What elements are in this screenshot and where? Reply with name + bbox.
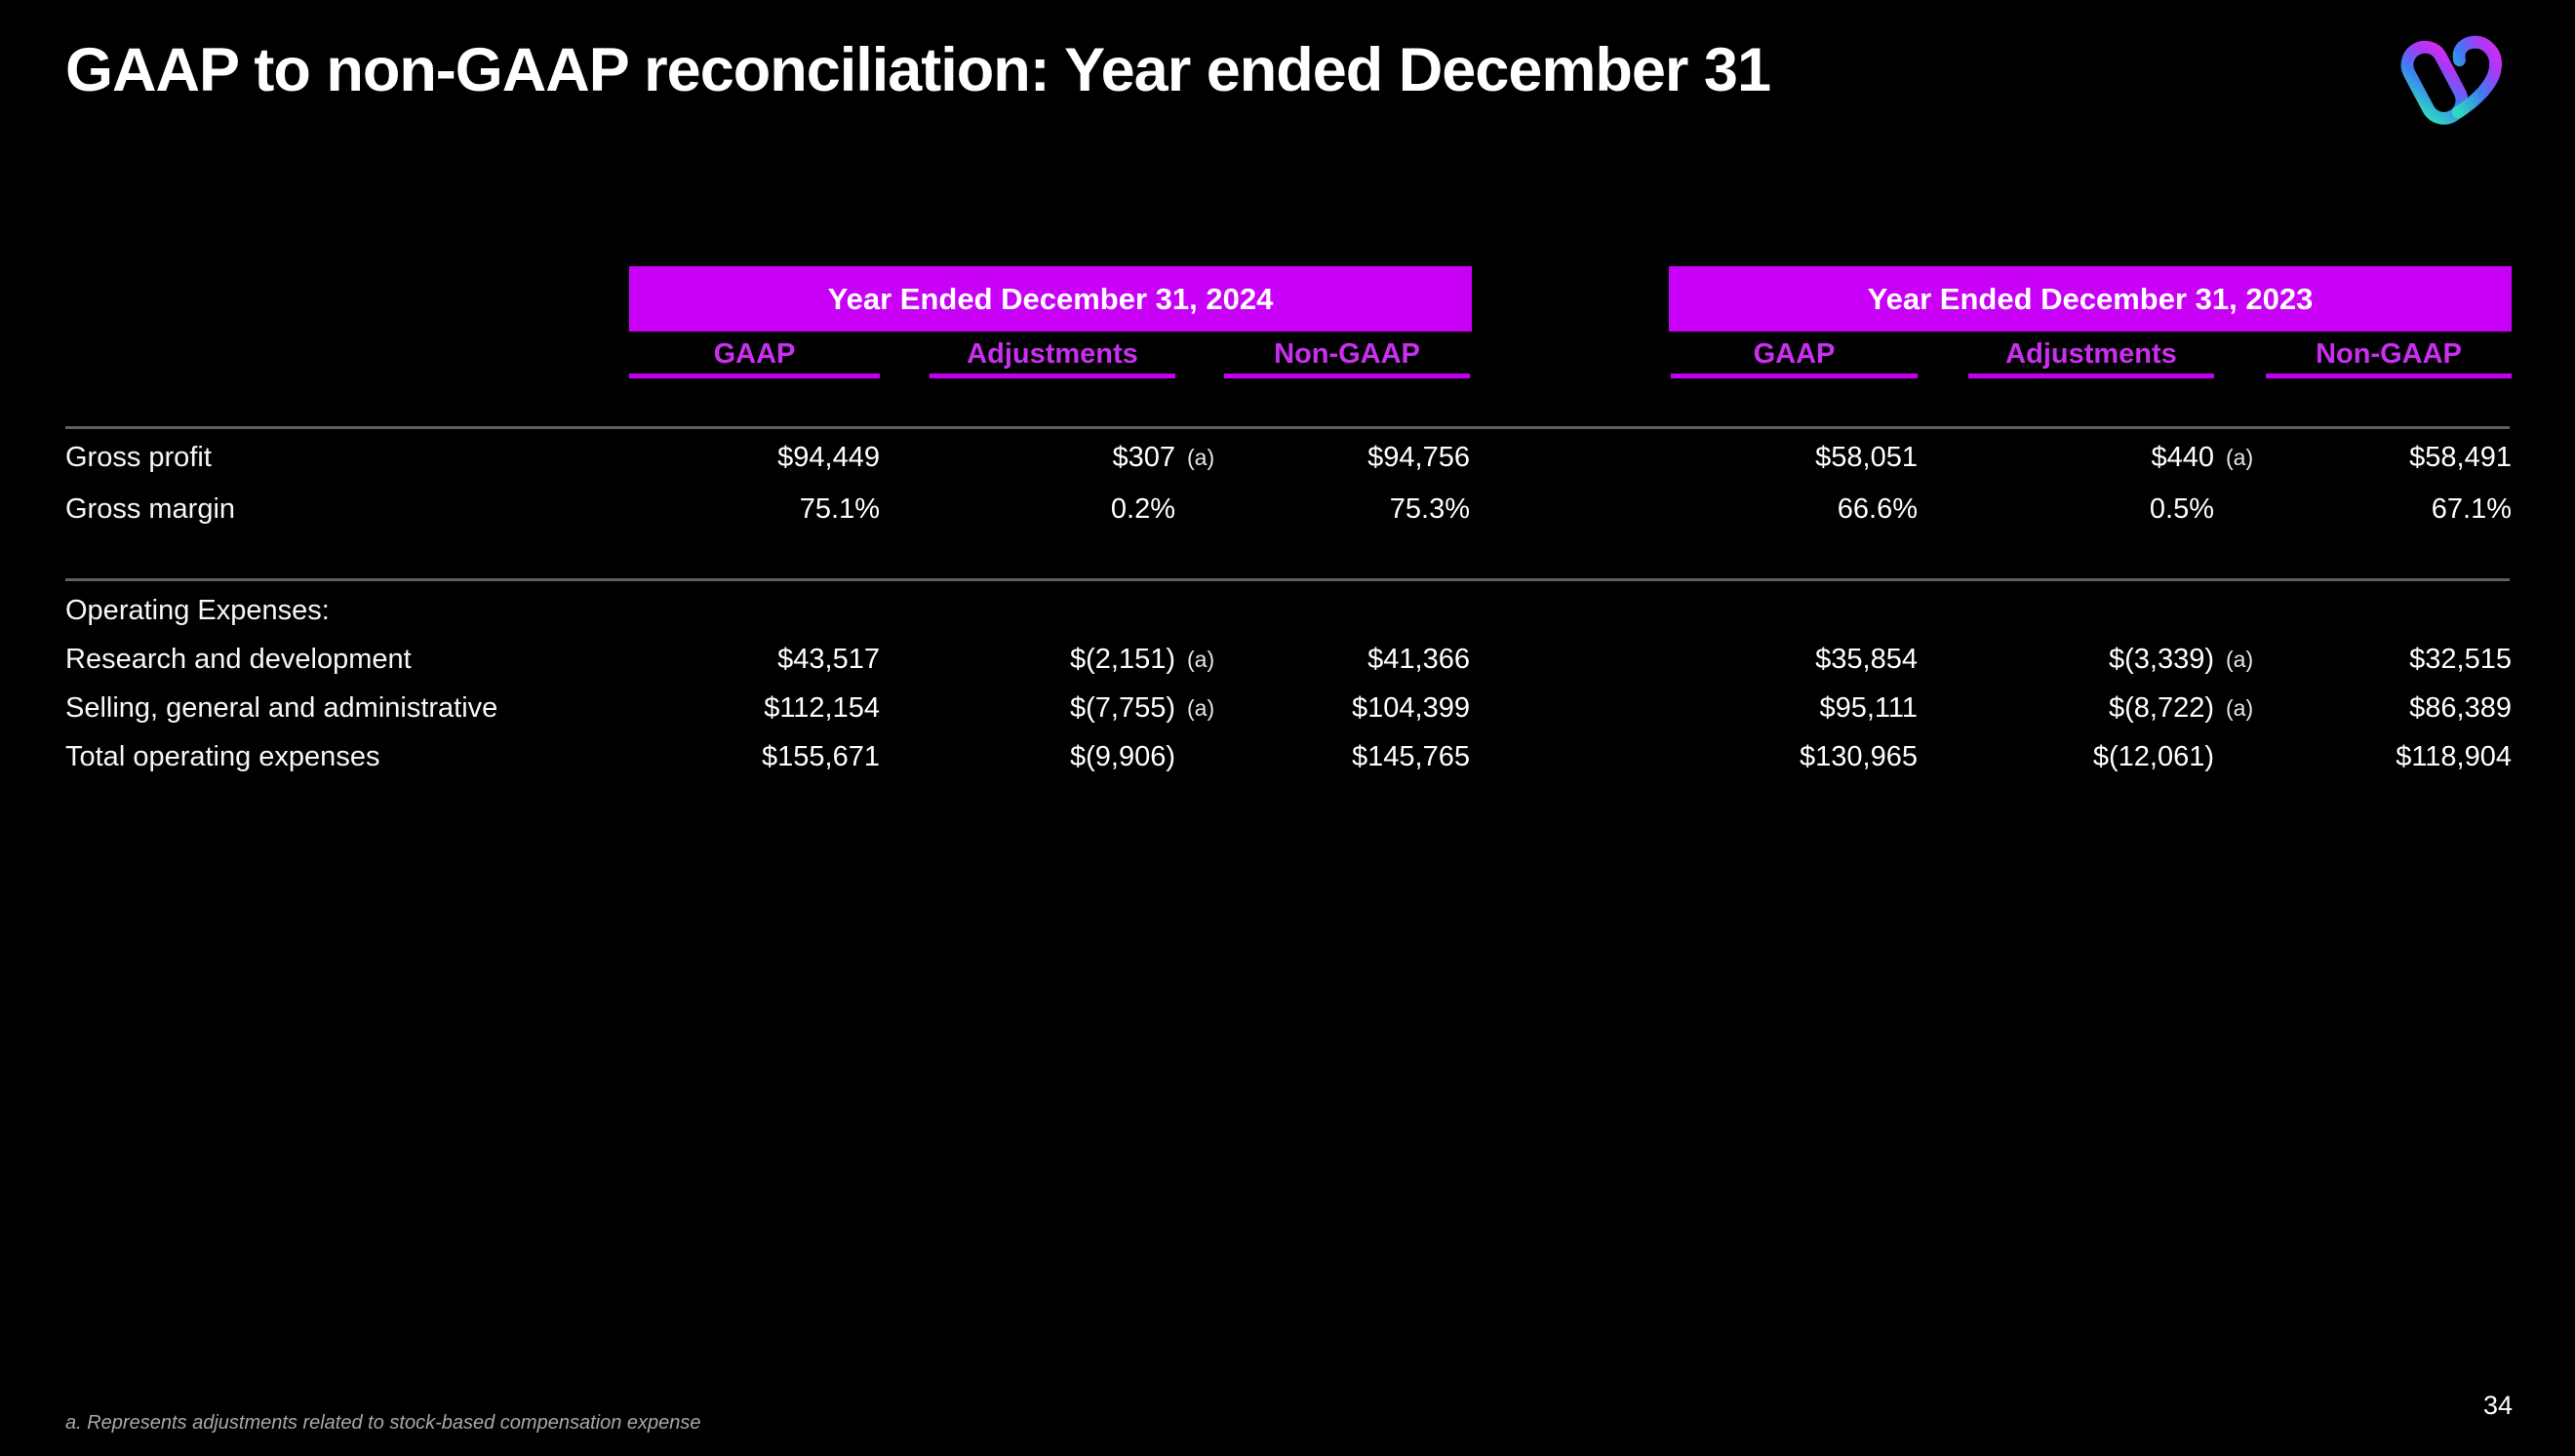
table-cell: $104,399 (1352, 692, 1470, 724)
table-cell: $86,389 (2409, 692, 2512, 724)
table-cell: 75.3% (1389, 493, 1470, 525)
group-header-2024: Year Ended December 31, 2024 (629, 266, 1472, 332)
table-cell: $(8,722) (2108, 692, 2214, 724)
table-cell: $94,449 (777, 442, 880, 473)
footnote-marker: (a) (1187, 445, 1215, 470)
table-cell: $(7,755) (1069, 692, 1175, 724)
footnote-marker: (a) (1187, 647, 1215, 672)
table-row: Total operating expenses $155,671 $(9,906)… (0, 735, 2575, 778)
table-cell: $32,515 (2409, 644, 2512, 675)
page-number: 34 (2482, 1391, 2513, 1420)
table-cell: $(12,061) (2092, 741, 2214, 772)
row-label: Gross profit (65, 442, 212, 473)
slide-title: GAAP to non-GAAP reconciliation: Year en… (65, 36, 1771, 104)
table-cell: 0.2% (1110, 493, 1175, 525)
table-cell: $(2,151) (1069, 644, 1175, 675)
footnote-marker: (a) (2226, 695, 2254, 721)
table-cell: $130,965 (1800, 741, 1918, 772)
table-cell: $95,111 (1819, 692, 1918, 724)
table-cell: $35,854 (1815, 644, 1918, 675)
footnote-marker: (a) (1187, 695, 1215, 721)
footnote-marker: (a) (2226, 445, 2254, 470)
table-cell: $58,491 (2409, 442, 2512, 473)
table-cell: $58,051 (1815, 442, 1918, 473)
table-cell: 75.1% (799, 493, 880, 525)
footnote-text: a. Represents adjustments related to sto… (65, 1412, 701, 1434)
footnote-marker: (a) (2226, 647, 2254, 672)
section-label: Operating Expenses: (65, 595, 330, 626)
table-cell: $145,765 (1352, 741, 1470, 772)
row-label: Research and development (65, 644, 412, 675)
column-header-adjustments-2024: Adjustments (930, 338, 1175, 378)
table-row: Gross margin 75.1% 0.2% 75.3% 66.6% 0.5% 67.1% (0, 488, 2575, 531)
table-row: Research and development $43,517 $(2,151) (… (0, 638, 2575, 681)
table-row: Operating Expenses: (0, 589, 2575, 632)
table-cell: 67.1% (2431, 493, 2512, 525)
heart-loop-logo-icon (2392, 29, 2511, 138)
table-cell: 0.5% (2149, 493, 2214, 525)
group-header-2023: Year Ended December 31, 2023 (1669, 266, 2512, 332)
group-header-2023-label: Year Ended December 31, 2023 (1867, 281, 2314, 316)
column-header-gaap-2023: GAAP (1671, 338, 1918, 378)
table-cell: $155,671 (762, 741, 880, 772)
table-row: Selling, general and administrative $112,… (0, 687, 2575, 729)
table-cell: $94,756 (1367, 442, 1470, 473)
row-label: Total operating expenses (65, 741, 380, 772)
table-row: Gross profit $94,449 $307 (a) $94,756 $58,051… (0, 436, 2575, 479)
column-header-adjustments-2023: Adjustments (1968, 338, 2214, 378)
column-header-nongaap-2024: Non-GAAP (1224, 338, 1470, 378)
table-divider-middle (65, 578, 2510, 581)
table-divider-top (65, 426, 2510, 429)
table-cell: $43,517 (777, 644, 880, 675)
table-cell: $440 (2151, 442, 2214, 473)
row-label: Selling, general and administrative (65, 692, 498, 724)
group-header-2024-label: Year Ended December 31, 2024 (827, 281, 1274, 316)
table-cell: $(9,906) (1069, 741, 1175, 772)
table-cell: $(3,339) (2108, 644, 2214, 675)
table-cell: 66.6% (1837, 493, 1918, 525)
column-header-nongaap-2023: Non-GAAP (2266, 338, 2512, 378)
table-cell: $118,904 (2396, 741, 2512, 772)
column-header-gaap-2024: GAAP (629, 338, 880, 378)
table-cell: $307 (1112, 442, 1175, 473)
table-cell: $41,366 (1367, 644, 1470, 675)
row-label: Gross margin (65, 493, 236, 525)
table-cell: $112,154 (764, 692, 880, 724)
